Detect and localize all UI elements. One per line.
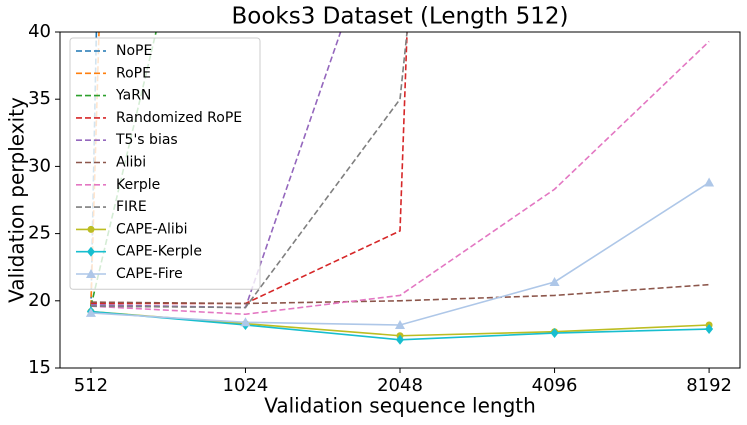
marker [395,319,406,329]
series-line [90,283,710,305]
plot-area [85,32,715,345]
marker [85,307,96,317]
legend-label: Alibi [116,155,146,171]
chart-title: Books3 Dataset (Length 512) [231,4,568,30]
legend-label: NoPE [116,43,152,59]
marker [86,269,96,278]
legend-label: FIRE [116,199,147,215]
x-axis-label: Validation sequence length [264,394,536,418]
marker [704,177,715,187]
legend-label: YaRN [115,88,151,104]
y-tick-label: 20 [28,290,51,311]
x-tick-label: 1024 [223,375,269,396]
marker [705,324,714,335]
marker [240,317,251,327]
marker [549,276,560,286]
legend-label: RoPE [116,65,151,81]
y-tick-label: 30 [28,155,51,176]
y-axis-label: Validation perplexity [5,97,29,303]
y-tick-label: 40 [28,21,51,42]
series-line [90,32,408,309]
series-line [90,40,710,316]
legend-label: CAPE-Fire [116,266,183,282]
y-tick-label: 25 [28,223,51,244]
marker [550,328,559,339]
marker [87,246,95,257]
x-tick-label: 8192 [686,375,732,396]
legend-label: Randomized RoPE [116,110,242,126]
y-tick-label: 15 [28,357,51,378]
legend-label: CAPE-Alibi [116,221,188,237]
legend-box [69,37,261,290]
x-tick-label: 4096 [532,375,578,396]
marker [396,334,405,345]
marker [87,225,95,233]
x-tick-label: 2048 [377,375,423,396]
legend-label: T5's bias [115,132,178,148]
legend-label: CAPE-Kerple [116,244,202,260]
y-tick-label: 35 [28,88,51,109]
legend-label: Kerple [116,177,160,193]
x-tick-label: 512 [74,375,108,396]
